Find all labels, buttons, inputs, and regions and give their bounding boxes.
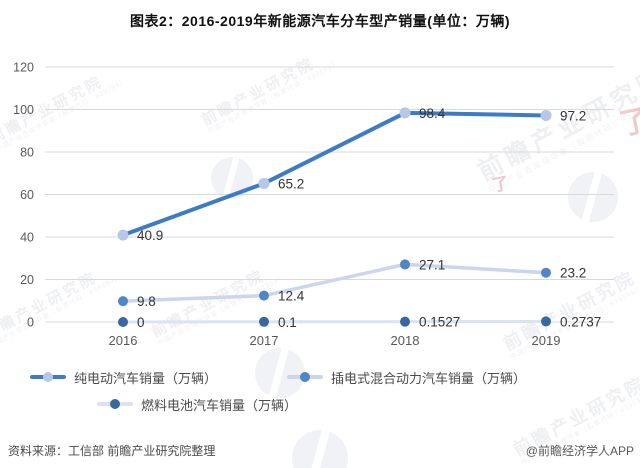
svg-text:0.2737: 0.2737 bbox=[560, 314, 601, 329]
legend-item-pure-electric: 纯电动汽车销量（万辆） bbox=[30, 368, 217, 387]
svg-text:20: 20 bbox=[20, 273, 34, 287]
legend: 纯电动汽车销量（万辆） 插电式混合动力汽车销量（万辆） 燃料电池汽车销量（万辆） bbox=[0, 366, 640, 415]
svg-text:12.4: 12.4 bbox=[278, 289, 305, 304]
legend-item-plugin-hybrid: 插电式混合动力汽车销量（万辆） bbox=[287, 368, 526, 387]
chart-title: 图表2：2016-2019年新能源汽车分车型产销量(单位：万辆) bbox=[129, 13, 511, 29]
svg-text:120: 120 bbox=[13, 61, 34, 75]
svg-text:2018: 2018 bbox=[391, 333, 420, 348]
svg-text:40.9: 40.9 bbox=[137, 228, 163, 243]
svg-text:97.2: 97.2 bbox=[560, 108, 586, 123]
footer: 资料来源：工信部 前瞻产业研究院整理 @前瞻经济学人APP bbox=[8, 442, 634, 459]
legend-label: 纯电动汽车销量（万辆） bbox=[74, 370, 218, 386]
svg-text:2017: 2017 bbox=[250, 333, 279, 348]
legend-line-marker-icon bbox=[287, 372, 324, 382]
source-note: 资料来源：工信部 前瞻产业研究院整理 bbox=[8, 444, 216, 458]
legend-line-marker-icon bbox=[97, 399, 133, 409]
svg-text:60: 60 bbox=[20, 188, 34, 202]
legend-label: 燃料电池汽车销量（万辆） bbox=[141, 397, 298, 413]
svg-text:0: 0 bbox=[137, 315, 145, 330]
svg-text:0.1527: 0.1527 bbox=[419, 315, 460, 330]
svg-text:0.1: 0.1 bbox=[278, 315, 297, 330]
credit-note: @前瞻经济学人APP bbox=[525, 444, 634, 458]
svg-text:2019: 2019 bbox=[532, 333, 561, 348]
line-chart: 0 20 40 60 80 100 120 2016 2017 2018 2019 40.9 65.2 9… bbox=[13, 61, 614, 348]
svg-text:0: 0 bbox=[27, 316, 34, 330]
svg-text:9.8: 9.8 bbox=[137, 294, 156, 309]
legend-label: 插电式混合动力汽车销量（万辆） bbox=[331, 370, 527, 386]
legend-line-marker-icon bbox=[30, 372, 66, 382]
svg-text:40: 40 bbox=[20, 231, 34, 245]
svg-text:2016: 2016 bbox=[109, 333, 138, 348]
svg-text:23.2: 23.2 bbox=[560, 266, 586, 281]
svg-text:80: 80 bbox=[20, 146, 34, 160]
svg-text:100: 100 bbox=[13, 103, 34, 117]
legend-item-fuel-cell: 燃料电池汽车销量（万辆） bbox=[97, 395, 297, 414]
svg-text:27.1: 27.1 bbox=[419, 257, 445, 272]
svg-text:65.2: 65.2 bbox=[278, 176, 304, 191]
svg-text:98.4: 98.4 bbox=[419, 106, 446, 121]
